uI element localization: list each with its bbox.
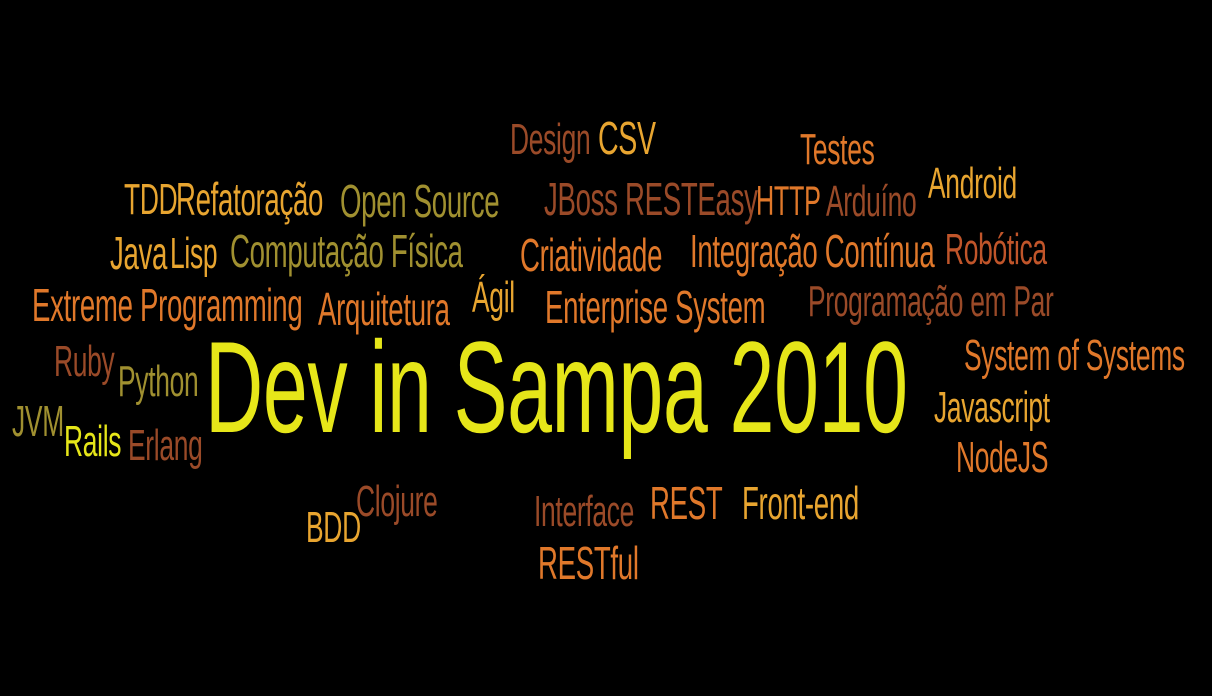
word-jboss: JBoss RESTEasy — [544, 173, 758, 225]
word-design: Design — [510, 115, 591, 164]
word-computacao-fisica: Computação Física — [230, 225, 463, 277]
word-rest: REST — [650, 477, 723, 529]
word-jvm: JVM — [12, 397, 64, 446]
word-extreme-programming: Extreme Programming — [32, 279, 303, 331]
word-clojure: Clojure — [356, 477, 438, 526]
word-refatoracao: Refatoração — [176, 173, 324, 225]
word-title: Dev in Sampa 2010 — [205, 314, 908, 460]
word-rails: Rails — [64, 417, 122, 466]
word-robotica: Robótica — [945, 225, 1047, 274]
word-tdd: TDD — [124, 175, 178, 224]
word-criatividade: Criatividade — [520, 229, 663, 281]
word-javascript: Javascript — [934, 383, 1050, 432]
word-ruby: Ruby — [54, 337, 115, 386]
word-interface: Interface — [534, 487, 635, 536]
word-bdd: BDD — [306, 503, 361, 552]
word-agil: Ágil — [472, 273, 515, 322]
word-restful: RESTful — [538, 537, 639, 589]
word-http: HTTP — [756, 177, 821, 224]
word-java: Java — [110, 227, 168, 279]
word-testes: Testes — [800, 125, 875, 174]
word-csv: CSV — [598, 112, 656, 164]
word-enterprise-system: Enterprise System — [545, 281, 766, 333]
word-front-end: Front-end — [742, 477, 859, 529]
word-system-of-systems: System of Systems — [964, 331, 1185, 380]
word-lisp: Lisp — [170, 229, 218, 278]
word-android: Android — [928, 159, 1017, 208]
word-arquitetura: Arquitetura — [318, 283, 450, 335]
word-programacao-em-par: Programação em Par — [808, 277, 1054, 326]
word-python: Python — [118, 357, 199, 406]
word-integracao-continua: Integração Contínua — [690, 225, 935, 277]
word-erlang: Erlang — [128, 421, 203, 470]
word-open-source: Open Source — [340, 175, 500, 227]
word-arduino: Arduíno — [826, 177, 917, 226]
word-nodejs: NodeJS — [956, 433, 1049, 482]
